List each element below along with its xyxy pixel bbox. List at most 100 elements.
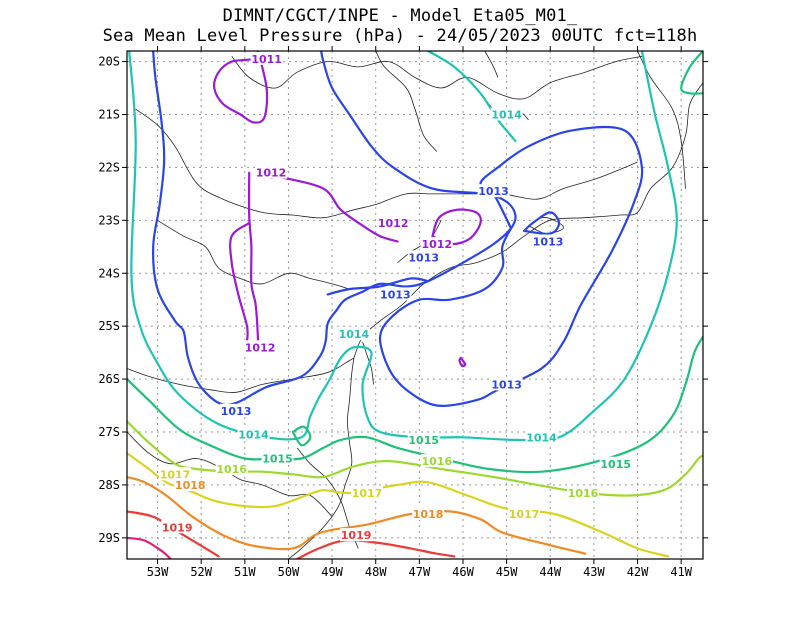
y-tick-label: 28S xyxy=(98,478,120,492)
coastline-border xyxy=(375,51,438,152)
contour-label-1011: 1011 xyxy=(251,53,282,66)
contour-label-background xyxy=(161,520,194,534)
isobar-1017 xyxy=(127,452,670,558)
x-tick-label: 52W xyxy=(190,565,212,579)
chart-title-line-2: Sea Mean Level Pressure (hPa) - 24/05/20… xyxy=(102,26,698,46)
y-axis-ticks: 20S 21S 22S 23S 24S 25S 26S 27S 28S 29S xyxy=(98,55,708,545)
isobar-1012 xyxy=(269,176,399,243)
contour-label-background xyxy=(220,403,253,417)
contour-label-background xyxy=(351,485,383,499)
contour-label-1013: 1013 xyxy=(533,236,564,249)
contour-label-1016: 1016 xyxy=(216,463,247,476)
isobar-1015 xyxy=(291,425,312,447)
contour-label-1014: 1014 xyxy=(491,109,522,122)
contour-label-1013: 1013 xyxy=(380,288,411,301)
isobar-1019 xyxy=(296,539,456,559)
x-tick-label: 49W xyxy=(321,565,343,579)
x-tick-label: 53W xyxy=(147,565,169,579)
coastline-border xyxy=(231,55,642,100)
plot-frame xyxy=(126,50,704,560)
contour-label-background xyxy=(508,507,541,521)
contour-label-1015: 1015 xyxy=(262,452,293,465)
y-tick-label: 26S xyxy=(98,372,120,386)
contour-label-1016: 1016 xyxy=(568,487,599,500)
contour-label-background xyxy=(532,234,565,248)
contour-label-background xyxy=(407,250,440,264)
contour-label-background xyxy=(255,165,287,179)
y-tick-label: 27S xyxy=(98,425,120,439)
x-tick-label: 48W xyxy=(365,565,387,579)
contour-label-1019: 1019 xyxy=(162,521,193,534)
contour-label-background xyxy=(237,427,270,441)
contour-label-background xyxy=(340,528,373,542)
contour-label-1018: 1018 xyxy=(175,479,206,492)
contour-label-background xyxy=(159,467,191,481)
contour-label-background xyxy=(490,377,523,391)
coastline-border xyxy=(127,357,355,393)
x-tick-label: 46W xyxy=(452,565,474,579)
isobar-1012 xyxy=(229,221,251,344)
contour-label-1017: 1017 xyxy=(509,508,540,521)
contour-label-background xyxy=(174,477,207,491)
isobar-1013 xyxy=(326,277,430,296)
contour-label-layer: 1011101210121012101210131013101310131013… xyxy=(159,51,632,542)
contour-label-background xyxy=(244,340,277,354)
isobar-1012 xyxy=(458,356,467,368)
contour-label-background xyxy=(407,432,440,446)
contour-label-1013: 1013 xyxy=(491,378,522,391)
contour-label-background xyxy=(379,287,412,301)
contour-label-background xyxy=(420,454,453,468)
isobar-1011 xyxy=(213,51,269,124)
isobar-1012 xyxy=(247,171,260,352)
contour-label-background xyxy=(477,184,510,198)
contour-label-1014: 1014 xyxy=(339,328,370,341)
contour-label-background xyxy=(261,451,294,465)
x-tick-label: 43W xyxy=(583,565,605,579)
contour-label-1016: 1016 xyxy=(422,455,453,468)
y-tick-label: 21S xyxy=(98,108,120,122)
contour-label-1013: 1013 xyxy=(408,251,439,264)
contour-label-1015: 1015 xyxy=(600,458,631,471)
y-tick-label: 20S xyxy=(98,55,120,69)
isobar-1016 xyxy=(127,420,703,497)
isobar-1014 xyxy=(128,51,678,442)
isobar-1013 xyxy=(523,211,561,235)
x-axis-ticks: 53W 52W 51W 50W 49W 48W 47W 46W 45W 44W 43W 42W 41W xyxy=(147,46,693,579)
contour-label-1013: 1013 xyxy=(478,185,509,198)
x-tick-label: 41W xyxy=(670,565,692,579)
contour-label-1012: 1012 xyxy=(256,167,287,180)
y-tick-label: 22S xyxy=(98,160,120,174)
contour-label-background xyxy=(599,456,632,470)
contour-label-background xyxy=(337,327,370,341)
contour-label-background xyxy=(490,107,523,121)
contour-layer xyxy=(127,51,703,559)
coastline-border xyxy=(353,82,703,359)
contour-label-background xyxy=(420,237,453,251)
gridlines xyxy=(127,51,703,559)
isobar-1018 xyxy=(127,475,587,555)
y-tick-label: 24S xyxy=(98,266,120,280)
y-tick-label: 25S xyxy=(98,319,120,333)
x-tick-label: 44W xyxy=(539,565,561,579)
isobar-1013 xyxy=(152,51,517,407)
contour-label-1017: 1017 xyxy=(352,487,383,500)
contour-label-background xyxy=(412,507,445,521)
contour-label-background xyxy=(250,51,283,65)
isobar-1014 xyxy=(427,51,517,143)
contour-label-1015: 1015 xyxy=(408,434,439,447)
contour-label-1012: 1012 xyxy=(422,238,453,251)
x-tick-label: 50W xyxy=(278,565,300,579)
chart-title-line-1: DIMNT/CGCT/INPE - Model Eta05_M01_ xyxy=(222,6,578,26)
contour-label-1013: 1013 xyxy=(221,405,252,418)
coastline-border xyxy=(484,51,499,78)
y-tick-label: 29S xyxy=(98,531,120,545)
contour-label-background xyxy=(525,430,558,444)
x-tick-label: 42W xyxy=(627,565,649,579)
contour-label-background xyxy=(215,462,248,476)
contour-label-1019: 1019 xyxy=(341,529,372,542)
contour-label-1018: 1018 xyxy=(413,508,444,521)
contour-label-1012: 1012 xyxy=(378,217,409,230)
coastline-layer xyxy=(127,51,703,559)
x-tick-label: 51W xyxy=(234,565,256,579)
